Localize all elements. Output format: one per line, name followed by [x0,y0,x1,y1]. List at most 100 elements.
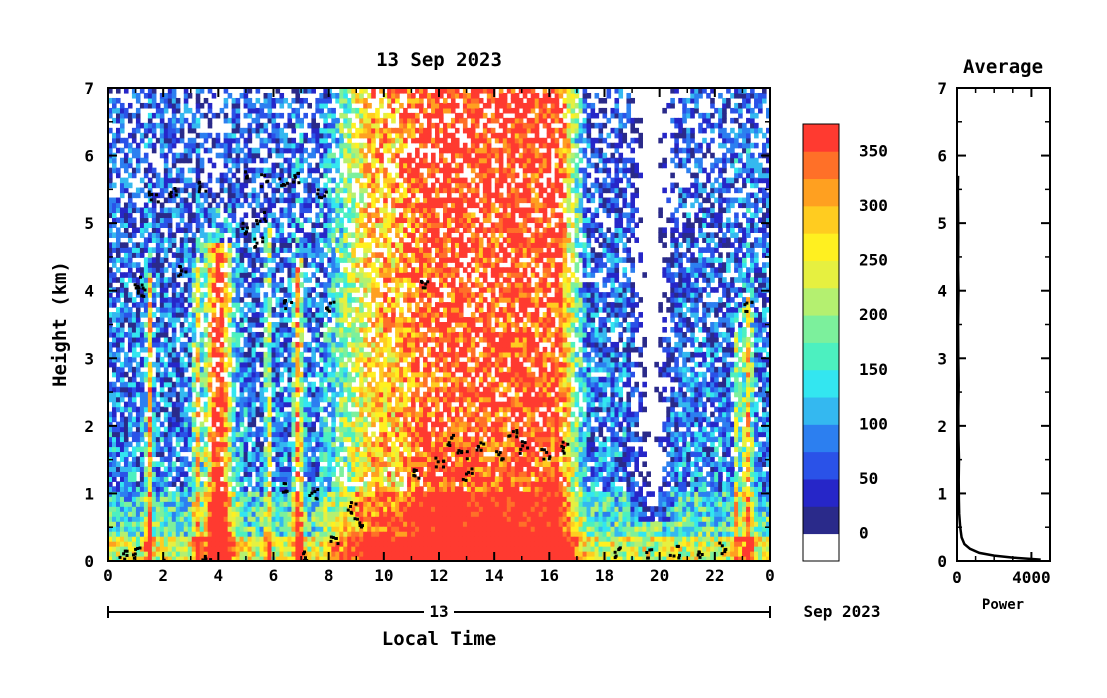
heatmap-cell [151,426,157,433]
heatmap-cell [279,132,285,139]
heatmap-cell [347,142,352,149]
heatmap-cell [219,511,225,517]
heatmap-cell [243,92,249,99]
heatmap-cell [283,451,289,458]
heatmap-cell [131,326,137,333]
heatmap-cell [179,491,185,497]
heatmap-cell [139,406,145,413]
heatmap-cell [303,551,308,557]
heatmap-cell [235,302,241,308]
heatmap-cell [255,127,261,134]
heatmap-cell [251,501,257,507]
heatmap-cell [171,272,177,278]
heatmap-cell [303,406,308,413]
heatmap-cell [287,117,293,124]
heatmap-cell [347,302,352,308]
heatmap-cell [215,267,221,273]
heatmap-cell [299,496,305,502]
heatmap-cell [235,506,241,512]
heatmap-cell [235,247,241,253]
heatmap-cell [251,526,257,532]
heatmap-cell [235,526,241,532]
heatmap-cell [347,541,352,547]
heatmap-cell [343,147,348,154]
heatmap-cell [347,127,352,134]
heatmap-cell [143,491,149,497]
heatmap-cell [247,122,253,129]
heatmap-cell [108,272,113,278]
heatmap-cell [367,142,372,149]
heatmap-cell [119,381,125,388]
heatmap-cell [263,406,269,413]
heatmap-cell [295,302,301,308]
heatmap-cell [219,302,225,308]
heatmap-cell [311,401,316,408]
heatmap-cell [231,277,237,283]
heatmap-cell [263,247,269,253]
heatmap-cell [279,307,285,313]
heatmap-cell [199,267,205,273]
heatmap-cell [267,416,273,423]
heatmap-cell [235,137,241,144]
heatmap-cell [299,222,305,229]
heatmap-cell [219,526,225,532]
heatmap-cell [251,292,257,298]
heatmap-cell [347,117,352,124]
heatmap-cell [195,277,201,283]
heatmap-cell [179,122,185,129]
heatmap-cell [115,267,121,273]
heatmap-cell [363,391,368,398]
heatmap-cell [231,302,237,308]
heatmap-cell [199,297,205,303]
heatmap-cell [295,461,301,467]
heatmap-cell [299,257,305,263]
heatmap-cell [187,336,193,343]
heatmap-cell [303,366,308,373]
heatmap-cell [231,187,237,194]
heatmap-cell [251,411,257,418]
heatmap-cell [263,297,269,303]
heatmap-cell [135,167,141,174]
heatmap-cell [215,272,221,278]
heatmap-cell [159,302,165,308]
heatmap-cell [159,476,165,482]
heatmap-cell [367,132,372,139]
heatmap-cell [183,242,189,248]
heatmap-cell [135,277,141,283]
heatmap-cell [231,97,237,104]
heatmap-cell [271,356,277,363]
heatmap-cell [339,401,344,408]
heatmap-cell [207,351,213,358]
heatmap-cell [275,282,281,288]
heatmap-cell [199,202,205,209]
heatmap-cell [195,491,201,497]
heatmap-cell [163,391,169,398]
heatmap-cell [263,361,269,368]
heatmap-cell [123,401,129,408]
heatmap-cell [239,297,245,303]
heatmap-cell [247,491,253,497]
heatmap-cell [335,227,340,233]
heatmap-cell [195,88,201,94]
heatmap-cell [108,436,113,443]
heatmap-cell [167,336,173,343]
heatmap-cell [211,336,217,343]
heatmap-cell [311,242,316,248]
heatmap-cell [179,297,185,303]
heatmap-cell [319,511,324,517]
heatmap-cell [179,202,185,209]
heatmap-cell [143,546,149,552]
heatmap-cell [279,162,285,169]
heatmap-cell [363,242,368,248]
heatmap-cell [167,541,173,547]
heatmap-cell [143,102,149,109]
heatmap-cell [251,346,257,353]
heatmap-cell [279,541,285,547]
heatmap-cell [375,411,380,418]
heatmap-cell [283,287,289,293]
heatmap-cell [371,172,376,179]
heatmap-cell [343,536,348,542]
heatmap-cell [351,421,356,428]
heatmap-cell [151,361,157,368]
heatmap-cell [223,157,229,164]
